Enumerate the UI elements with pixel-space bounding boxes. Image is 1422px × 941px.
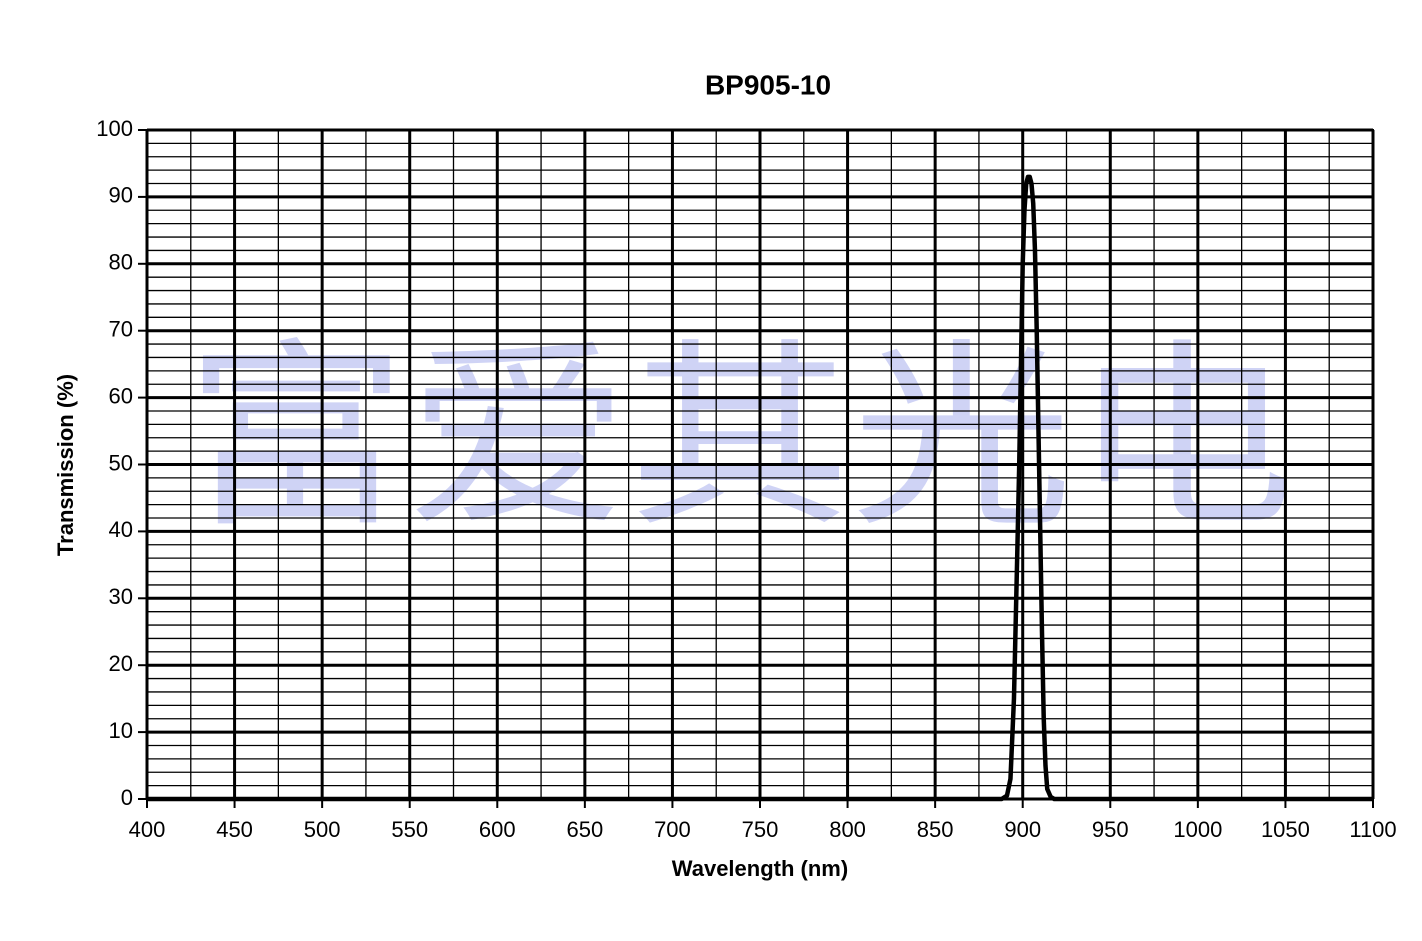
y-tick-label: 60	[109, 383, 133, 408]
y-tick-label: 0	[121, 785, 133, 810]
x-tick-label: 750	[742, 817, 779, 842]
x-tick-label: 400	[129, 817, 166, 842]
y-tick-label: 80	[109, 250, 133, 275]
x-tick-label: 600	[479, 817, 516, 842]
y-tick-label: 30	[109, 584, 133, 609]
x-tick-label: 700	[654, 817, 691, 842]
x-axis-label: Wavelength (nm)	[672, 856, 848, 881]
x-tick-label: 450	[216, 817, 253, 842]
y-tick-label: 90	[109, 183, 133, 208]
y-tick-label: 40	[109, 517, 133, 542]
x-tick-label: 1050	[1261, 817, 1310, 842]
y-tick-label: 50	[109, 450, 133, 475]
y-tick-label: 100	[96, 116, 133, 141]
x-tick-label: 650	[566, 817, 603, 842]
x-tick-label: 900	[1004, 817, 1041, 842]
y-tick-label: 20	[109, 651, 133, 676]
x-tick-label: 1000	[1173, 817, 1222, 842]
x-tick-label: 1100	[1349, 817, 1396, 842]
y-axis-label: Transmission (%)	[53, 374, 78, 556]
x-tick-label: 500	[304, 817, 341, 842]
x-tick-label: 800	[829, 817, 866, 842]
x-tick-label: 550	[391, 817, 428, 842]
data-line	[147, 174, 1373, 802]
x-tick-label: 850	[917, 817, 954, 842]
x-tick-label: 950	[1092, 817, 1129, 842]
chart-title: BP905-10	[705, 69, 831, 100]
y-tick-label: 70	[109, 317, 133, 342]
y-tick-label: 10	[109, 718, 133, 743]
